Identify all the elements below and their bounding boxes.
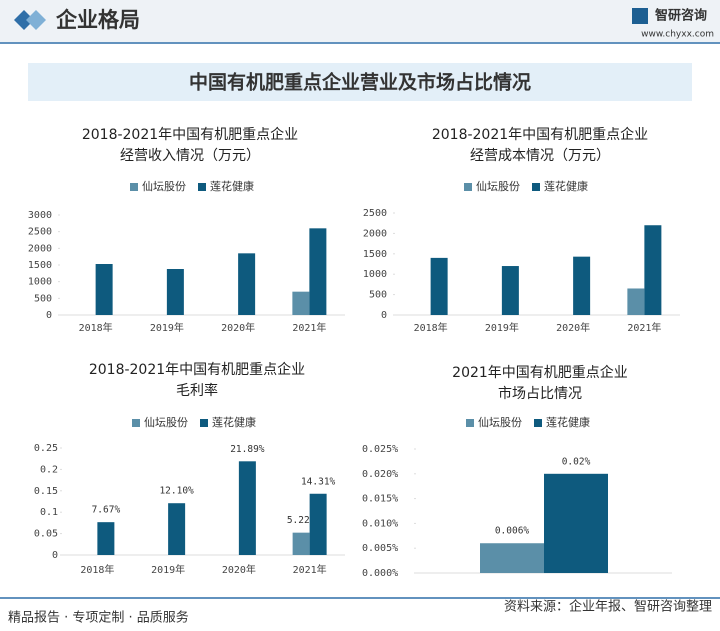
y-tick-label: 0.010% [362, 518, 398, 529]
bar [292, 291, 310, 315]
y-tick-label: 2000 [28, 243, 52, 254]
section-title: 企业格局 [55, 8, 140, 32]
legend-label: 仙坛股份 [142, 180, 186, 193]
value-label: 7.67% [92, 505, 121, 516]
x-tick-label: 2018年 [414, 321, 448, 334]
logo-icon [632, 8, 648, 24]
main-title: 中国有机肥重点企业营业及市场占比情况 [189, 71, 531, 94]
y-tick-label: 0.2 [40, 464, 58, 475]
bar [238, 253, 256, 315]
bar [95, 264, 113, 315]
y-tick-label: 500 [369, 290, 387, 301]
bar [166, 269, 184, 315]
legend-swatch [464, 183, 472, 191]
bar [292, 532, 310, 555]
bar [97, 522, 115, 555]
source: 资料来源：企业年报、智研咨询整理 [504, 599, 712, 615]
legend-swatch [130, 183, 138, 191]
legend-label: 仙坛股份 [476, 180, 520, 193]
chart-title: 毛利率 [176, 382, 218, 399]
x-tick-label: 2021年 [293, 563, 327, 576]
y-tick-label: 0.25 [34, 443, 58, 454]
bar [573, 256, 591, 315]
x-tick-label: 2018年 [80, 563, 114, 576]
x-tick-label: 2020年 [222, 563, 256, 576]
y-tick-label: 0 [52, 550, 58, 561]
y-tick-label: 2000 [363, 228, 387, 239]
y-tick-label: 0 [381, 310, 387, 321]
main-title-box [28, 63, 692, 101]
legend-label: 莲花健康 [212, 415, 256, 429]
bar [309, 228, 327, 315]
chart-title: 2018-2021年中国有机肥重点企业 [89, 361, 305, 378]
bar [627, 288, 645, 315]
y-tick-label: 0.05 [34, 529, 58, 540]
bar [309, 493, 327, 555]
x-tick-label: 2020年 [221, 321, 255, 334]
y-tick-label: 0.000% [362, 568, 398, 579]
y-tick-label: 0.025% [362, 444, 398, 455]
y-tick-label: 0.15 [34, 486, 58, 497]
header-icon [26, 10, 46, 30]
y-tick-label: 0.005% [362, 543, 398, 554]
bar [430, 257, 448, 315]
legend-label: 莲花健康 [546, 415, 590, 429]
value-label: 0.02% [562, 456, 591, 467]
value-label: 12.10% [159, 486, 194, 497]
y-tick-label: 1000 [28, 277, 52, 288]
legend-label: 仙坛股份 [478, 416, 522, 429]
bar [644, 225, 662, 315]
header-icon [14, 10, 34, 30]
x-tick-label: 2019年 [150, 321, 184, 334]
y-tick-label: 2500 [363, 208, 387, 219]
y-tick-label: 0.020% [362, 469, 398, 480]
chart-title: 经营成本情况（万元） [470, 148, 610, 164]
legend-swatch [534, 419, 542, 427]
x-tick-label: 2020年 [556, 321, 590, 334]
value-label: 21.89% [230, 444, 265, 455]
y-tick-label: 1000 [363, 269, 387, 280]
legend-label: 莲花健康 [544, 179, 588, 193]
value-label: 5.22% [287, 515, 316, 526]
chart-title: 2021年中国有机肥重点企业 [452, 364, 628, 381]
chart-title: 经营收入情况（万元） [120, 148, 260, 164]
x-tick-label: 2021年 [627, 321, 661, 334]
value-label: 0.006% [495, 526, 530, 537]
footer-left: 精品报告 · 专项定制 · 品质服务 [8, 610, 189, 626]
y-tick-label: 0 [46, 310, 52, 321]
y-tick-label: 0.1 [40, 507, 58, 518]
x-tick-label: 2019年 [151, 563, 185, 576]
url: www.chyxx.com [641, 30, 714, 40]
y-tick-label: 1500 [363, 249, 387, 260]
chart-title: 2018-2021年中国有机肥重点企业 [82, 126, 298, 143]
y-tick-label: 0.015% [362, 494, 398, 505]
chart-title: 2018-2021年中国有机肥重点企业 [432, 126, 648, 143]
legend-label: 仙坛股份 [144, 416, 188, 429]
y-tick-label: 500 [34, 293, 52, 304]
legend-label: 莲花健康 [210, 179, 254, 193]
y-tick-label: 1500 [28, 260, 52, 271]
y-tick-label: 3000 [28, 210, 52, 221]
x-tick-label: 2019年 [485, 321, 519, 334]
y-tick-label: 2500 [28, 227, 52, 238]
legend-swatch [200, 419, 208, 427]
header-bar [0, 0, 720, 42]
bar [544, 473, 608, 573]
legend-swatch [198, 183, 206, 191]
legend-swatch [466, 419, 474, 427]
chart-title: 市场占比情况 [498, 385, 582, 402]
x-tick-label: 2021年 [292, 321, 326, 334]
legend-swatch [132, 419, 140, 427]
bar [238, 461, 256, 555]
value-label: 14.31% [301, 476, 336, 487]
bar [168, 503, 186, 555]
bar [501, 266, 519, 315]
brand: 智研咨询 [655, 8, 707, 24]
bar [480, 543, 544, 573]
legend-swatch [532, 183, 540, 191]
x-tick-label: 2018年 [79, 321, 113, 334]
